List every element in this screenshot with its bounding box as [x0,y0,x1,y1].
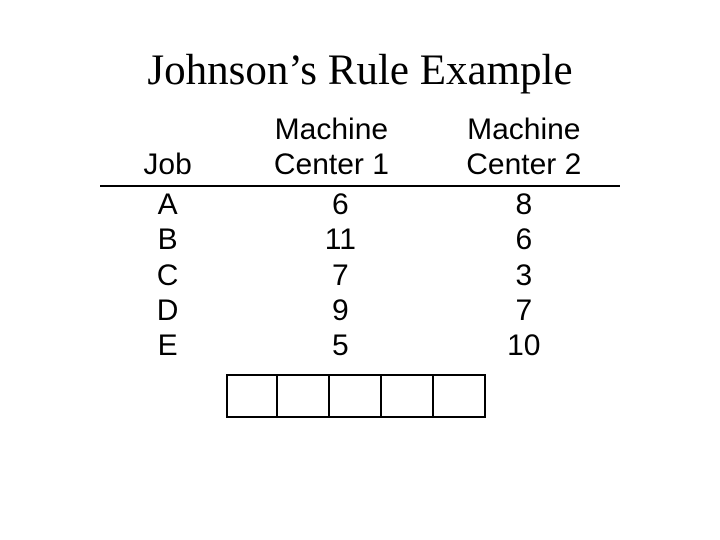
col-header-mc1: Machine Center 1 [235,112,427,186]
cell-mc2: 3 [428,258,620,293]
cell-mc1: 6 [235,186,427,222]
jobs-table-element: Job Machine Center 1 Machine Center 2 A … [100,112,620,364]
table-row: C 7 3 [100,258,620,293]
table-row: A 6 8 [100,186,620,222]
cell-mc2: 6 [428,222,620,257]
cell-job: D [100,293,235,328]
table-row: D 9 7 [100,293,620,328]
header-text: Center 1 [274,148,389,181]
col-header-job: Job [100,112,235,186]
table-row: B 11 6 [100,222,620,257]
sequence-slot [434,374,486,418]
cell-mc1: 11 [235,222,427,257]
cell-mc2: 7 [428,293,620,328]
slide-title: Johnson’s Rule Example [0,46,720,95]
cell-mc1: 9 [235,293,427,328]
sequence-slot [226,374,278,418]
cell-mc2: 8 [428,186,620,222]
cell-job: A [100,186,235,222]
table-header-row: Job Machine Center 1 Machine Center 2 [100,112,620,186]
cell-mc1: 5 [235,328,427,363]
cell-mc1: 7 [235,258,427,293]
header-text: Job [143,148,191,181]
sequence-slot [382,374,434,418]
jobs-table: Job Machine Center 1 Machine Center 2 A … [100,112,620,364]
header-text: Machine [467,113,580,146]
table-row: E 5 10 [100,328,620,363]
cell-job: B [100,222,235,257]
cell-mc2: 10 [428,328,620,363]
col-header-mc2: Machine Center 2 [428,112,620,186]
header-text: Center 2 [466,148,581,181]
cell-job: C [100,258,235,293]
sequence-boxes [226,374,486,418]
sequence-slot [278,374,330,418]
sequence-slot [330,374,382,418]
slide: Johnson’s Rule Example Job Machine Cente… [0,0,720,540]
cell-job: E [100,328,235,363]
header-text: Machine [275,113,388,146]
